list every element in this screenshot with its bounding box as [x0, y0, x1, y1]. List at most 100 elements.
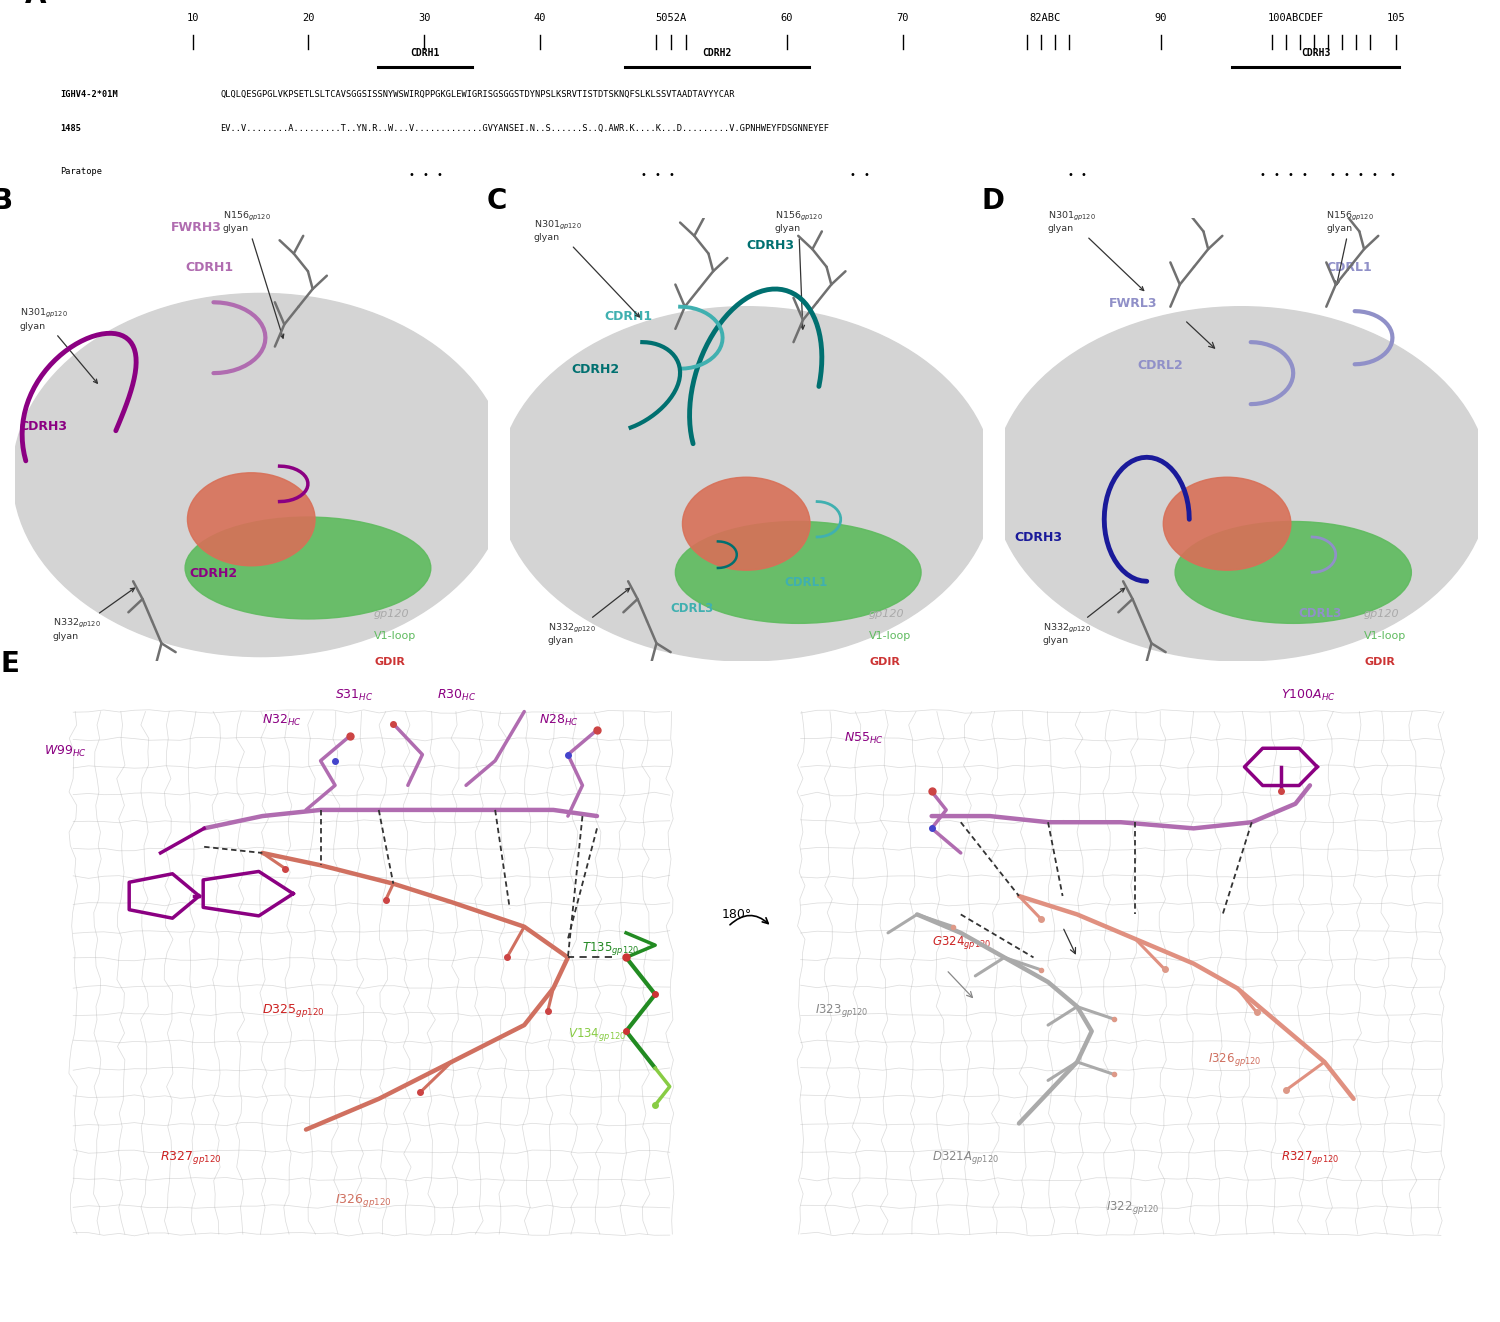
Text: 105: 105	[1388, 13, 1406, 24]
Text: 10: 10	[186, 13, 200, 24]
Text: D: D	[981, 188, 1005, 215]
Text: CDRH3: CDRH3	[20, 420, 68, 432]
Text: •: •	[1260, 171, 1266, 180]
Text: CDRL1: CDRL1	[784, 575, 828, 588]
Text: $D325_{gp120}$: $D325_{gp120}$	[262, 1002, 326, 1019]
Text: 90: 90	[1155, 13, 1167, 24]
Ellipse shape	[1174, 521, 1412, 624]
Text: V1-loop: V1-loop	[868, 631, 912, 641]
Text: CDRH2: CDRH2	[572, 364, 620, 377]
Text: CDRL1: CDRL1	[1326, 262, 1372, 274]
Text: N301$_{gp120}$
glyan: N301$_{gp120}$ glyan	[1047, 210, 1143, 291]
Text: $T135_{gp120}$: $T135_{gp120}$	[582, 940, 639, 957]
Text: $Y100A_{HC}$: $Y100A_{HC}$	[1281, 689, 1335, 703]
Text: N301$_{gp120}$
glyan: N301$_{gp120}$ glyan	[534, 218, 639, 317]
Ellipse shape	[993, 307, 1490, 661]
Text: $N55_{HC}$: $N55_{HC}$	[844, 731, 885, 747]
Text: •: •	[864, 171, 868, 180]
Text: CDRH1: CDRH1	[184, 262, 232, 274]
Text: E: E	[0, 650, 20, 678]
Text: •: •	[1358, 171, 1364, 180]
Text: •: •	[668, 171, 674, 180]
Text: CDRH3: CDRH3	[1300, 48, 1330, 58]
Text: •: •	[1329, 171, 1335, 180]
Text: gp120: gp120	[374, 608, 410, 619]
Text: •: •	[1371, 171, 1377, 180]
Text: CDRH1: CDRH1	[410, 48, 440, 58]
Text: CDRL2: CDRL2	[1137, 358, 1184, 371]
Text: IGHV4-2*01M: IGHV4-2*01M	[60, 90, 117, 99]
Text: CDRH3: CDRH3	[747, 239, 795, 253]
Text: N332$_{gp120}$
glyan: N332$_{gp120}$ glyan	[53, 588, 135, 641]
Text: GDIR: GDIR	[1364, 657, 1395, 668]
Text: V1-loop: V1-loop	[374, 631, 417, 641]
Text: $D321A_{gp120}$: $D321A_{gp120}$	[932, 1149, 999, 1166]
Text: $S31_{HC}$: $S31_{HC}$	[334, 689, 374, 703]
Ellipse shape	[682, 477, 810, 570]
Text: CDRH3: CDRH3	[1014, 531, 1062, 545]
Text: B: B	[0, 188, 12, 215]
Text: •: •	[1302, 171, 1308, 180]
Text: gp120: gp120	[1364, 608, 1400, 619]
Text: FWRL3: FWRL3	[1108, 296, 1158, 309]
Ellipse shape	[498, 307, 994, 661]
Text: QLQLQESGPGLVKPSETLSLTCAVSGGSISSNYWSWIRQPPGKGLEWIGRISGSGGSTDYNPSLKSRVTISTDTSKNQFS: QLQLQESGPGLVKPSETLSLTCAVSGGSISSNYWSWIRQP…	[220, 90, 735, 99]
Text: $N28_{HC}$: $N28_{HC}$	[538, 713, 579, 728]
Text: 82ABC: 82ABC	[1029, 13, 1060, 24]
Text: •: •	[640, 171, 646, 180]
Text: CDRH2: CDRH2	[702, 48, 732, 58]
Text: 20: 20	[302, 13, 315, 24]
Text: N332$_{gp120}$
glyan: N332$_{gp120}$ glyan	[548, 588, 630, 645]
Text: N156$_{gp120}$
glyan: N156$_{gp120}$ glyan	[224, 210, 284, 338]
Text: CDRL3: CDRL3	[1298, 607, 1341, 620]
Text: N332$_{gp120}$
glyan: N332$_{gp120}$ glyan	[1042, 588, 1125, 645]
Text: $W99_{HC}$: $W99_{HC}$	[44, 743, 87, 759]
Text: gp120: gp120	[868, 608, 904, 619]
Text: $I326_{gp120}$: $I326_{gp120}$	[334, 1192, 392, 1210]
Text: •: •	[408, 171, 414, 180]
Text: $R327_{gp120}$: $R327_{gp120}$	[160, 1149, 222, 1166]
Text: 60: 60	[780, 13, 794, 24]
Text: EV..V........A.........T..YN.R..W...V.............GVYANSEI.N..S......S..Q.AWR.K.: EV..V........A.........T..YN.R..W...V...…	[220, 124, 830, 134]
Text: N156$_{gp120}$
glyan: N156$_{gp120}$ glyan	[1326, 210, 1374, 286]
Text: CDRL3: CDRL3	[670, 603, 714, 615]
Text: 70: 70	[897, 13, 909, 24]
Text: $I326_{gp120}$: $I326_{gp120}$	[1208, 1051, 1261, 1068]
Text: •: •	[1274, 171, 1280, 180]
Text: A: A	[26, 0, 46, 9]
Text: •: •	[1082, 171, 1088, 180]
Text: 180°: 180°	[722, 908, 752, 921]
Text: •: •	[436, 171, 442, 180]
Text: N156$_{gp120}$
glyan: N156$_{gp120}$ glyan	[774, 210, 822, 329]
Text: 100ABCDEF: 100ABCDEF	[1268, 13, 1324, 24]
Text: GDIR: GDIR	[868, 657, 900, 668]
Text: GDIR: GDIR	[374, 657, 405, 668]
Text: $N32_{HC}$: $N32_{HC}$	[262, 713, 303, 728]
Ellipse shape	[12, 293, 508, 657]
Text: $G324_{gp120}$: $G324_{gp120}$	[932, 935, 992, 952]
Text: $I323_{gp120}$: $I323_{gp120}$	[816, 1002, 868, 1019]
Text: $V134_{gp120}$: $V134_{gp120}$	[568, 1026, 626, 1043]
Text: CDRH2: CDRH2	[190, 567, 238, 580]
Text: •: •	[654, 171, 660, 180]
Text: C: C	[486, 188, 507, 215]
Text: FWRH3: FWRH3	[171, 221, 222, 234]
Ellipse shape	[184, 517, 430, 619]
Text: $R30_{HC}$: $R30_{HC}$	[436, 689, 477, 703]
Text: N301$_{gp120}$
glyan: N301$_{gp120}$ glyan	[20, 307, 98, 383]
Text: •: •	[1344, 171, 1348, 180]
Ellipse shape	[1164, 477, 1292, 570]
Text: CDRH1: CDRH1	[604, 309, 652, 323]
Text: 5052A: 5052A	[656, 13, 687, 24]
Text: •: •	[1389, 171, 1395, 180]
Text: •: •	[849, 171, 855, 180]
Text: Paratope: Paratope	[60, 167, 102, 176]
Text: •: •	[1066, 171, 1072, 180]
Text: 1485: 1485	[60, 124, 81, 134]
Ellipse shape	[188, 473, 315, 566]
Text: •: •	[423, 171, 429, 180]
Text: $R327_{gp120}$: $R327_{gp120}$	[1281, 1149, 1340, 1166]
Text: •: •	[1287, 171, 1293, 180]
Text: 30: 30	[419, 13, 430, 24]
Text: 40: 40	[534, 13, 546, 24]
